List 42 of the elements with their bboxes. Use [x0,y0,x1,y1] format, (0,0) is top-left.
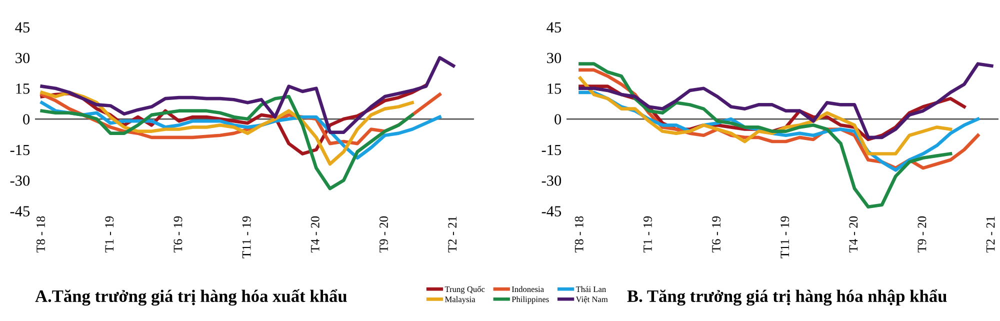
x-tick-label: T1 - 19 [644,216,652,252]
x-tick-label: T11 - 19 [780,216,790,258]
x-tick-label: T1 - 19 [105,216,114,252]
x-tick-label: T8 - 18 [36,216,45,252]
x-tick-label: T4 - 20 [849,216,858,252]
legend-label: Trung Quốc [444,286,485,294]
y-tick-label: 45 [546,22,562,33]
text: B. Tăng trưởng giá trị hàng hóa nhập khẩu [627,289,947,306]
y-tick-label: -45 [10,206,30,216]
legend-label: Indonesia [512,286,544,292]
y-tick-label: -30 [10,175,30,186]
y-tick-label: -15 [542,144,562,156]
legend-label: Thái Lan [576,286,606,292]
y-tick-label: 30 [547,52,562,64]
legend-label: Việt Nam [576,296,608,304]
x-tick-label: T2 - 21 [986,216,995,252]
line-series [40,90,414,166]
legend-label: Malaysia [444,296,476,304]
x-tick-label: T6 - 19 [712,216,720,252]
y-tick-label: -45 [542,206,562,216]
x-tick-label: T11 - 19 [242,216,251,258]
x-tick-label: T8 - 18 [574,216,584,252]
y-tick-label: 0 [23,114,30,124]
legend-label: Philippines [512,296,549,304]
x-tick-label: T9 - 20 [918,216,926,252]
y-tick-label: 15 [548,84,562,94]
line-series [40,94,414,190]
line-series [578,62,952,209]
line-series [578,76,952,156]
x-tick-label: T6 - 19 [174,216,182,252]
y-tick-label: -30 [542,175,562,186]
line-series [578,62,994,140]
text: A.Tăng trưởng giá trị hàng hóa xuất khẩu [35,289,347,306]
y-tick-label: 15 [16,84,30,94]
line-series [40,56,456,134]
y-tick-label: -15 [10,144,30,156]
y-tick-label: 0 [554,114,562,124]
x-tick-label: T9 - 20 [380,216,388,252]
y-tick-label: 30 [16,52,30,64]
x-tick-label: T2 - 21 [448,216,456,252]
y-tick-label: 45 [15,22,30,33]
x-tick-label: T4 - 20 [310,216,320,252]
